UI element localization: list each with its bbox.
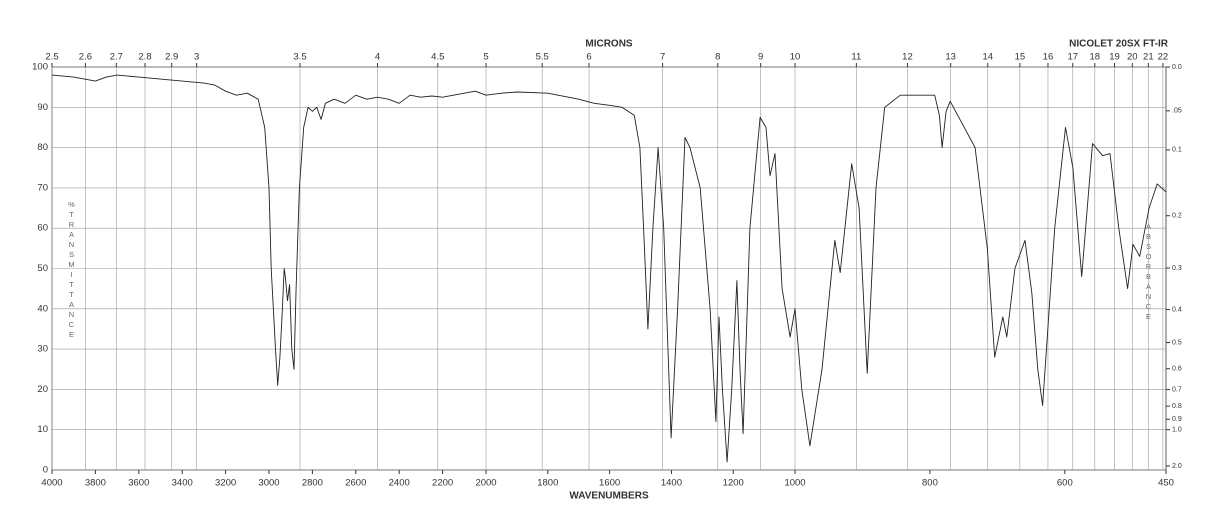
x-tick-label: 1800 bbox=[537, 478, 558, 489]
y-tick-label: 50 bbox=[37, 263, 48, 274]
y-tick-label: 30 bbox=[37, 344, 48, 355]
micron-tick-label: 5 bbox=[483, 52, 488, 63]
micron-tick-label: 19 bbox=[1109, 52, 1120, 63]
micron-tick-label: 22 bbox=[1158, 52, 1169, 63]
x-tick-label: 2200 bbox=[432, 478, 453, 489]
micron-tick-label: 15 bbox=[1015, 52, 1026, 63]
x-tick-label: 450 bbox=[1158, 478, 1174, 489]
micron-tick-label: 16 bbox=[1043, 52, 1054, 63]
micron-tick-label: 2.5 bbox=[45, 52, 58, 63]
y-axis-title: %TRANSMITTANCE bbox=[67, 200, 76, 340]
micron-tick-label: 11 bbox=[851, 52, 861, 63]
y2-tick-label: 0.1 bbox=[1172, 147, 1182, 154]
y2-tick-label: 0.8 bbox=[1172, 403, 1182, 410]
x-tick-label: 3000 bbox=[258, 478, 279, 489]
x-tick-label: 3800 bbox=[85, 478, 106, 489]
top-axis-title: MICRONS bbox=[585, 39, 633, 50]
x-tick-label: 2000 bbox=[475, 478, 496, 489]
micron-tick-label: 9 bbox=[758, 52, 763, 63]
micron-tick-label: 13 bbox=[945, 52, 956, 63]
micron-tick-label: 3 bbox=[194, 52, 199, 63]
instrument-label: NICOLET 20SX FT-IR bbox=[1069, 39, 1169, 50]
y-tick-label: 40 bbox=[37, 303, 48, 314]
micron-tick-label: 18 bbox=[1090, 52, 1101, 63]
y-tick-label: 90 bbox=[37, 102, 48, 113]
y-tick-label: 80 bbox=[37, 142, 48, 153]
y2-tick-label: 0.5 bbox=[1172, 339, 1182, 346]
x-tick-label: 1000 bbox=[784, 478, 805, 489]
x-tick-label: 800 bbox=[922, 478, 938, 489]
x-tick-label: 2600 bbox=[345, 478, 366, 489]
micron-tick-label: 17 bbox=[1067, 52, 1078, 63]
x-tick-label: 3400 bbox=[172, 478, 193, 489]
x-axis-title: WAVENUMBERS bbox=[569, 491, 649, 502]
micron-tick-label: 2.6 bbox=[79, 52, 92, 63]
x-tick-label: 1600 bbox=[599, 478, 620, 489]
y2-tick-label: 0.9 bbox=[1172, 416, 1182, 423]
x-tick-label: 4000 bbox=[41, 478, 62, 489]
y2-tick-label: .05 bbox=[1172, 108, 1182, 115]
x-tick-label: 3200 bbox=[215, 478, 236, 489]
x-tick-label: 2800 bbox=[302, 478, 323, 489]
y2-tick-label: 0.7 bbox=[1172, 386, 1182, 393]
y2-tick-label: 0.6 bbox=[1172, 366, 1182, 373]
spectrum-line bbox=[51, 74, 1167, 463]
y-tick-label: 20 bbox=[37, 384, 48, 395]
micron-tick-label: 2.9 bbox=[165, 52, 178, 63]
y-tick-label: 0 bbox=[43, 465, 48, 476]
micron-tick-label: 14 bbox=[982, 52, 993, 63]
micron-tick-label: 10 bbox=[790, 52, 801, 63]
y2-tick-label: 2.0 bbox=[1172, 463, 1182, 470]
y-tick-label: 10 bbox=[37, 424, 48, 435]
y-tick-label: 70 bbox=[37, 182, 48, 193]
micron-tick-label: 2.8 bbox=[138, 52, 151, 63]
y2-tick-label: 0.2 bbox=[1172, 213, 1182, 220]
y-tick-label: 60 bbox=[37, 223, 48, 234]
micron-tick-label: 20 bbox=[1127, 52, 1138, 63]
y-tick-label: 100 bbox=[32, 62, 48, 73]
micron-tick-label: 12 bbox=[902, 52, 913, 63]
x-tick-label: 600 bbox=[1057, 478, 1073, 489]
x-tick-label: 2400 bbox=[389, 478, 410, 489]
y2-tick-label: 0.4 bbox=[1172, 306, 1182, 313]
micron-tick-label: 21 bbox=[1143, 52, 1154, 63]
micron-tick-label: 8 bbox=[715, 52, 720, 63]
y2-tick-label: 0.0 bbox=[1172, 64, 1182, 71]
y2-tick-label: 1.0 bbox=[1172, 427, 1182, 434]
micron-tick-label: 6 bbox=[586, 52, 591, 63]
micron-tick-label: 3.5 bbox=[293, 52, 306, 63]
x-tick-label: 1400 bbox=[661, 478, 682, 489]
x-tick-label: 1200 bbox=[723, 478, 744, 489]
micron-tick-label: 7 bbox=[660, 52, 665, 63]
x-tick-label: 3600 bbox=[128, 478, 149, 489]
micron-tick-label: 5.5 bbox=[536, 52, 549, 63]
micron-tick-label: 4 bbox=[375, 52, 380, 63]
micron-tick-label: 4.5 bbox=[431, 52, 444, 63]
y2-tick-label: 0.3 bbox=[1172, 265, 1182, 272]
micron-tick-label: 2.7 bbox=[110, 52, 123, 63]
